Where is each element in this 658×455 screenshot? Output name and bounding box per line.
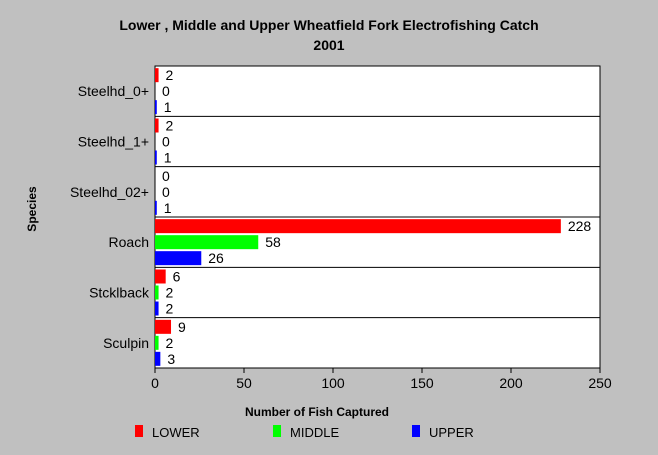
legend-label-lower: LOWER [152,425,200,440]
bar-upper [155,301,159,316]
data-label: 0 [162,134,170,150]
category-label: Steelhd_1+ [78,134,149,150]
x-axis-title: Number of Fish Captured [245,405,389,419]
y-axis-title: Species [25,186,39,232]
data-label: 1 [164,99,172,115]
data-label: 58 [265,234,281,250]
legend-label-middle: MIDDLE [290,425,339,440]
legend-swatch-lower [135,425,143,437]
data-label: 1 [164,150,172,166]
bar-lower [155,68,159,83]
data-label: 2 [166,301,174,317]
legend: LOWER MIDDLE UPPER [135,425,474,440]
category-label: Stcklback [89,285,150,301]
data-label: 2 [166,335,174,351]
data-label: 0 [162,83,170,99]
bar-lower [155,118,159,133]
data-label: 2 [166,118,174,134]
x-tick-label: 100 [321,375,345,391]
category-label: Sculpin [103,335,149,351]
bar-upper [155,100,157,115]
x-tick-label: 0 [151,375,159,391]
bar-lower [155,319,172,334]
data-label: 2 [166,285,174,301]
x-tick-label: 250 [588,375,612,391]
data-label: 6 [173,269,181,285]
bar-middle [155,335,159,350]
bar-lower [155,219,561,234]
bar-middle [155,285,159,300]
bar-upper [155,150,157,165]
legend-label-upper: UPPER [429,425,474,440]
data-label: 1 [164,200,172,216]
category-label: Roach [109,234,149,250]
legend-swatch-middle [273,425,281,437]
bar-lower [155,269,166,284]
data-label: 228 [568,218,592,234]
bar-middle [155,235,259,250]
x-tick-label: 150 [410,375,434,391]
x-tick-label: 50 [236,375,252,391]
data-label: 3 [167,351,175,367]
bar-upper [155,200,157,215]
data-label: 0 [162,184,170,200]
chart-title: Lower , Middle and Upper Wheatfield Fork… [119,17,538,33]
data-label: 26 [208,250,224,266]
data-label: 0 [162,168,170,184]
chart-subtitle: 2001 [313,37,344,53]
bar-upper [155,351,161,366]
category-label: Steelhd_0+ [78,83,149,99]
category-label: Steelhd_02+ [70,184,149,200]
x-tick-label: 200 [499,375,523,391]
data-label: 9 [178,319,186,335]
data-label: 2 [166,67,174,83]
bar-upper [155,251,202,266]
legend-swatch-upper [412,425,420,437]
